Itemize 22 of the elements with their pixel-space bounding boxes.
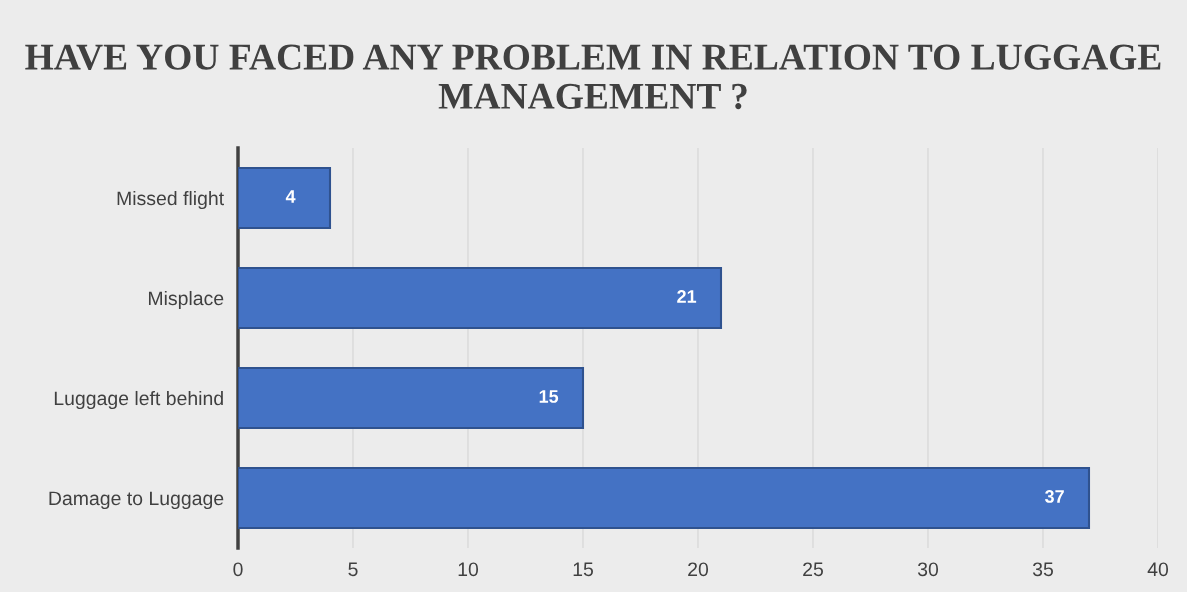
x-tick-label: 5 [348,562,358,577]
y-tick-label: Missed flight [117,190,224,210]
chart-title: HAVE YOU FACED ANY PROBLEM IN RELATION TO LUGGAGE MANAGEMENT ? [25,44,1161,110]
x-tick-label: 0 [233,562,243,577]
data-label: 37 [1044,490,1064,503]
x-tick-label: 20 [688,562,709,577]
bar [238,266,723,330]
x-tick-label: 35 [1032,562,1053,577]
y-tick-label: Damage to Luggage [49,491,224,510]
data-label: 15 [539,390,559,403]
bar [238,166,332,230]
x-tick-label: 40 [1147,562,1169,577]
data-label: 4 [285,190,296,203]
y-tick-label: Luggage left behind [54,390,223,410]
bar [238,466,1091,530]
x-tick-label: 25 [803,562,823,577]
data-label: 21 [677,290,697,303]
bar [238,366,585,430]
y-tick-label: Misplace [148,290,224,310]
x-tick-label: 15 [573,562,593,577]
x-tick-label: 30 [917,562,939,577]
x-tick-label: 10 [458,562,479,577]
